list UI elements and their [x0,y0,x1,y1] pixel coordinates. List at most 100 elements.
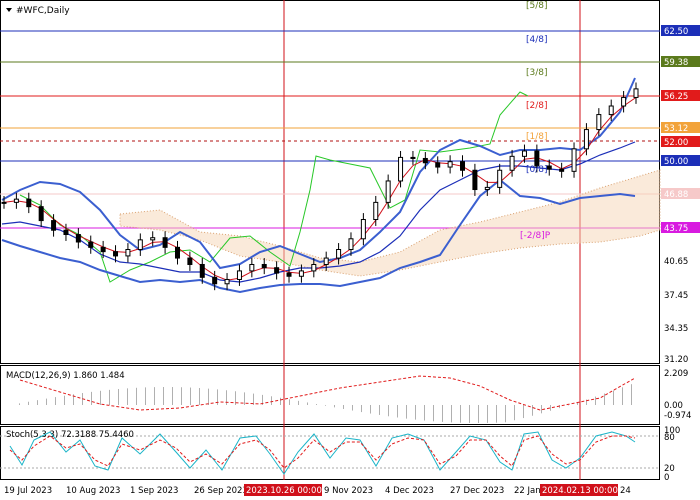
macd-bar [451,405,452,423]
murrey-labels: [5/8] [4/8] [3/8] [2/8] [1/8] [0/8] [-2/… [520,1,551,241]
candle [435,162,441,168]
stoch-tick: 0 [664,473,669,483]
macd-bar [460,405,461,423]
candle [162,237,168,248]
macd-bar [631,384,632,405]
stoch-tick: 80 [664,433,675,443]
candle [348,238,354,250]
candle [410,156,416,159]
candle [497,169,503,188]
ma-fast [3,96,637,281]
bollinger-lower [1,178,636,294]
macd-bar [136,387,137,405]
macd-bar [586,399,587,405]
candle [38,206,44,222]
macd-bar [199,388,200,405]
candle [249,263,255,272]
macd-bar [613,390,614,405]
macd-histogram [19,384,632,423]
macd-bar [361,405,362,413]
stoch-pane [0,426,660,480]
macd-bar [478,405,479,423]
stoch-tick: 100 [664,426,680,436]
macd-bar [217,389,218,405]
time-marker-label: 2023.10.26 00:00 [246,486,322,496]
candle [13,198,19,203]
candle [398,156,404,182]
price-badge-text: 52.00 [664,138,688,148]
macd-bar [73,394,74,405]
murrey-label-3-8: [3/8] [526,68,548,78]
macd-bar [46,398,47,405]
price-badge [661,222,700,233]
macd-bar [280,397,281,405]
macd-bar [226,390,227,405]
macd-bar [379,405,380,415]
macd-bar [271,396,272,405]
macd-bar [55,397,56,405]
macd-indicator: MACD(12,26,9) 1.860 1.484 2.209 0.00 -0.… [6,369,691,423]
candle [571,148,577,172]
candle [323,257,329,265]
time-tick: 24 [620,486,631,496]
macd-bar [181,387,182,405]
macd-bar [289,399,290,405]
macd-bar [532,405,533,416]
macd-bar [388,405,389,417]
price-badge [661,136,700,147]
murrey-label-minus-2-8: [-2/8]P [520,231,551,241]
macd-bar [550,405,551,411]
macd-pane [0,365,660,425]
price-badge-text: 43.75 [664,224,688,234]
candle [633,88,639,98]
candle [150,237,156,241]
candle [336,248,342,259]
symbol-label: #WFC,Daily [16,6,70,16]
price-badge-text: 59.38 [664,58,688,68]
candle [75,234,81,243]
stoch-tick: 20 [664,464,675,474]
candle [113,251,119,257]
macd-bar [577,402,578,405]
candle [137,239,143,250]
murrey-label-5-8: [5/8] [526,1,548,11]
price-badge [661,25,700,36]
macd-bar [442,405,443,422]
price-tick: 40.65 [664,257,688,267]
candle [88,241,94,248]
stoch-signal-line [9,435,636,469]
macd-bar [397,405,398,418]
time-tick: 10 Aug 2023 [66,486,120,496]
candle [261,263,267,269]
ichimoku-cloud [119,169,661,277]
dropdown-triangle-icon[interactable] [6,8,12,12]
macd-bar [163,387,164,405]
candle [187,257,193,265]
macd-bar [244,392,245,405]
time-tick: 9 Nov 2023 [324,486,373,496]
macd-bar [307,402,308,405]
price-badge-text: 53.12 [664,124,688,134]
candle [26,198,32,208]
stoch-main-line [9,431,636,475]
candle [274,267,280,274]
price-tick: 34.35 [664,324,688,334]
price-badge [661,188,700,199]
time-tick: 27 Dec 2023 [450,486,504,496]
price-badge-text: 50.00 [664,157,688,167]
candle [63,229,69,236]
macd-bar [469,405,470,423]
time-marker-badge [244,484,322,496]
envelope-line [19,91,529,283]
macd-bar [100,390,101,405]
candle [100,246,106,253]
macd-bar [262,394,263,405]
price-badge [661,122,700,133]
macd-bar [433,405,434,422]
candle [373,201,379,221]
macd-bar [406,405,407,419]
macd-bar [298,400,299,405]
candle [385,180,391,203]
price-tick: 31.20 [664,355,688,365]
